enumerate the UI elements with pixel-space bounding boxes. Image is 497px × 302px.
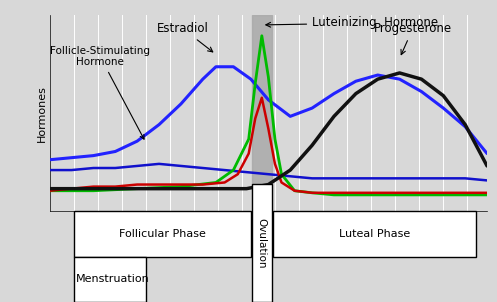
Bar	[74, 211, 251, 257]
Y-axis label: Hormones: Hormones	[37, 85, 47, 142]
Text: Estradiol: Estradiol	[157, 22, 213, 52]
Bar	[273, 211, 476, 257]
Text: Follicle-Stimulating
Hormone: Follicle-Stimulating Hormone	[50, 46, 150, 139]
Bar	[252, 15, 272, 211]
Text: Ovulation: Ovulation	[257, 218, 267, 268]
Text: Menstruation: Menstruation	[76, 274, 150, 284]
Text: Progesterone: Progesterone	[374, 22, 452, 55]
Bar	[74, 257, 146, 302]
Text: Luteinizing  Hormone: Luteinizing Hormone	[266, 16, 438, 30]
Text: Luteal Phase: Luteal Phase	[339, 229, 410, 239]
Bar	[252, 184, 272, 302]
Text: Follicular Phase: Follicular Phase	[119, 229, 206, 239]
